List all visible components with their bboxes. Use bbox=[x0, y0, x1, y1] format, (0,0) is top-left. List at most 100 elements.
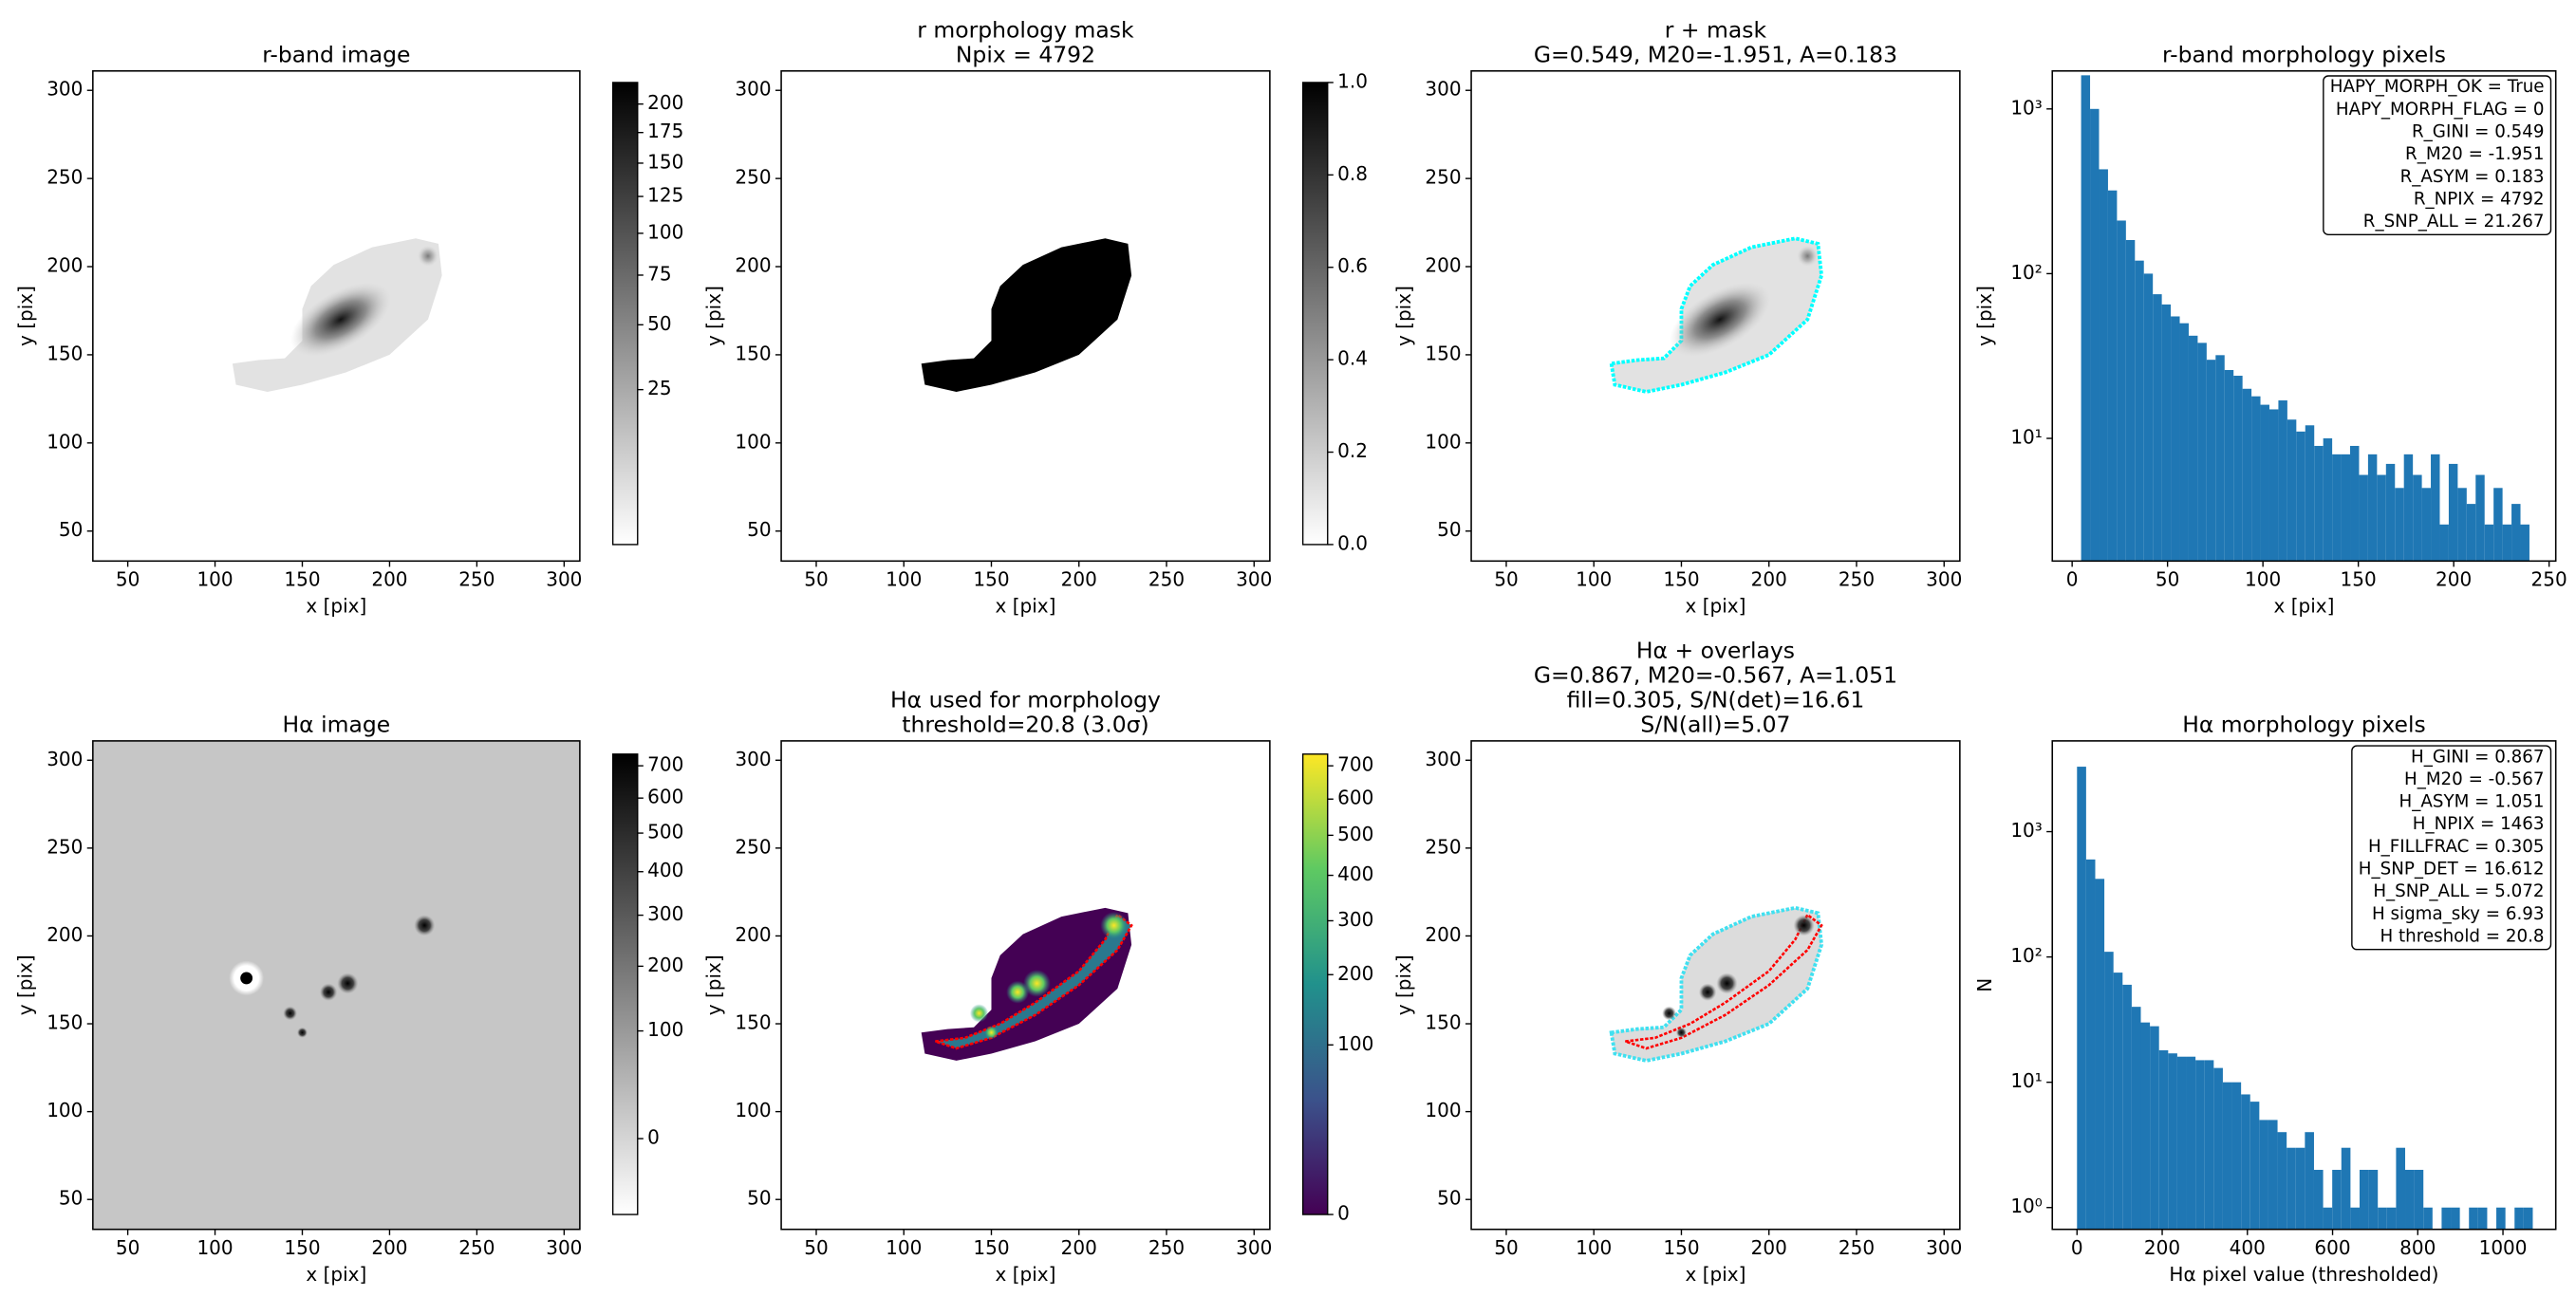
galaxy-knot bbox=[417, 245, 439, 267]
y-tick-label: 150 bbox=[735, 1011, 771, 1034]
hist-bar bbox=[2204, 1060, 2214, 1230]
x-tick-label: 150 bbox=[284, 1236, 320, 1259]
x-tick-label: 200 bbox=[371, 1236, 407, 1259]
y-tick-label: 150 bbox=[1425, 342, 1461, 364]
plot-area bbox=[2081, 75, 2529, 562]
x-tick-label: 100 bbox=[886, 1236, 922, 1259]
annotation-text: H threshold = 20.8 bbox=[2380, 927, 2545, 947]
hist-bar bbox=[2350, 445, 2360, 562]
y-axis-label: y [pix] bbox=[1392, 954, 1415, 1015]
y-tick-label: 50 bbox=[1437, 1187, 1461, 1210]
hist-bar bbox=[2113, 973, 2123, 1230]
y-tick-label: 50 bbox=[1437, 518, 1461, 541]
emission-knot bbox=[984, 1026, 999, 1040]
hist-bar bbox=[2287, 419, 2297, 562]
x-tick-label: 0 bbox=[2071, 1236, 2083, 1259]
x-tick-label: 300 bbox=[1236, 568, 1272, 591]
x-tick-label: 250 bbox=[458, 568, 495, 591]
panel-title: r-band image bbox=[262, 42, 410, 68]
hist-bar bbox=[2081, 75, 2091, 562]
x-tick-label: 250 bbox=[1839, 568, 1875, 591]
x-tick-label: 250 bbox=[458, 1236, 495, 1259]
hist-bar bbox=[2493, 488, 2503, 562]
x-tick-label: 200 bbox=[1061, 568, 1097, 591]
galaxy-region bbox=[921, 238, 1132, 392]
colorbar-tick-label: 200 bbox=[647, 954, 683, 976]
hist-bar bbox=[2095, 879, 2105, 1230]
hist-bar bbox=[2305, 425, 2315, 562]
hist-bar bbox=[2367, 454, 2378, 562]
y-tick-label: 300 bbox=[47, 78, 83, 101]
y-tick-label: 250 bbox=[47, 166, 83, 189]
emission-knot bbox=[283, 1006, 297, 1021]
hist-bar bbox=[2268, 1120, 2278, 1230]
panel-title: threshold=20.8 (3.0σ) bbox=[902, 712, 1148, 738]
emission-knot bbox=[296, 1027, 308, 1038]
x-tick-label: 400 bbox=[2230, 1236, 2266, 1259]
x-tick-label: 250 bbox=[2531, 568, 2567, 591]
emission-knot bbox=[1716, 973, 1738, 994]
hist-bar bbox=[2085, 859, 2096, 1230]
hist-bar bbox=[2469, 1207, 2478, 1230]
hist-bar bbox=[2206, 360, 2216, 562]
x-tick-label: 600 bbox=[2314, 1236, 2350, 1259]
hist-bar bbox=[2090, 108, 2100, 562]
hist-bar bbox=[2359, 1169, 2369, 1230]
y-tick-label: 100 bbox=[47, 430, 83, 453]
y-tick-label: 100 bbox=[1425, 430, 1461, 453]
hist-bar bbox=[2268, 409, 2279, 562]
hist-bar bbox=[2377, 474, 2386, 562]
hist-bar bbox=[2296, 431, 2305, 562]
y-tick-label: 50 bbox=[747, 1187, 771, 1210]
axes-frame bbox=[2051, 70, 2557, 563]
hist-bar bbox=[2323, 1207, 2333, 1230]
emission-knot bbox=[1662, 1006, 1676, 1021]
colorbar-tick-label: 0.6 bbox=[1337, 254, 1368, 277]
panel-title: r + mask bbox=[1665, 17, 1767, 44]
axes-frame bbox=[92, 740, 581, 1231]
colorbar bbox=[611, 753, 639, 1215]
axes-frame bbox=[1470, 70, 1961, 563]
hist-bar bbox=[2368, 1169, 2379, 1230]
hist-bar bbox=[2385, 463, 2396, 562]
hist-bar bbox=[2323, 438, 2333, 562]
hist-bar bbox=[2451, 1207, 2460, 1230]
x-tick-label: 200 bbox=[1751, 1236, 1787, 1259]
hist-bar bbox=[2260, 404, 2269, 562]
x-tick-label: 300 bbox=[546, 1236, 582, 1259]
panel-title: S/N(all)=5.07 bbox=[1640, 712, 1790, 738]
colorbar-tick-label: 400 bbox=[1337, 862, 1373, 885]
x-tick-label: 100 bbox=[196, 568, 233, 591]
annotation-text: R_M20 = -1.951 bbox=[2405, 144, 2545, 164]
hist-bar bbox=[2278, 400, 2287, 562]
hist-bar bbox=[2475, 474, 2485, 562]
galaxy-region bbox=[1625, 913, 1823, 1050]
x-tick-label: 250 bbox=[1148, 1236, 1185, 1259]
annotation-text: R_ASYM = 0.183 bbox=[2400, 167, 2545, 187]
colorbar-tick-label: 0 bbox=[1337, 1202, 1350, 1225]
colorbar-tick-label: 175 bbox=[647, 120, 683, 142]
emission-knot bbox=[1675, 1027, 1688, 1038]
emission-knot bbox=[1023, 970, 1051, 997]
x-tick-label: 100 bbox=[2245, 568, 2281, 591]
y-tick-label: 200 bbox=[1425, 254, 1461, 277]
hist-bar bbox=[2431, 454, 2440, 562]
colorbar-tick-label: 700 bbox=[647, 753, 683, 776]
hist-bar bbox=[2441, 1207, 2452, 1230]
hist-bar bbox=[2251, 396, 2261, 562]
x-axis-label: x [pix] bbox=[1686, 1263, 1746, 1286]
x-tick-label: 300 bbox=[1236, 1236, 1272, 1259]
colorbar-tick-label: 500 bbox=[1337, 823, 1373, 845]
y-tick-label: 300 bbox=[47, 748, 83, 770]
y-axis-label: y [pix] bbox=[702, 954, 725, 1015]
panel-title: Hα morphology pixels bbox=[2182, 712, 2425, 738]
panel-title: G=0.867, M20=-0.567, A=1.051 bbox=[1534, 662, 1897, 689]
x-tick-label: 150 bbox=[284, 568, 320, 591]
y-axis-label: y [pix] bbox=[14, 286, 37, 346]
panel-title: Hα image bbox=[283, 712, 391, 738]
hist-bar bbox=[2405, 1169, 2415, 1230]
axes-frame bbox=[1470, 740, 1961, 1231]
colorbar-tick-label: 200 bbox=[647, 91, 683, 114]
panel-title: r-band morphology pixels bbox=[2162, 42, 2446, 68]
